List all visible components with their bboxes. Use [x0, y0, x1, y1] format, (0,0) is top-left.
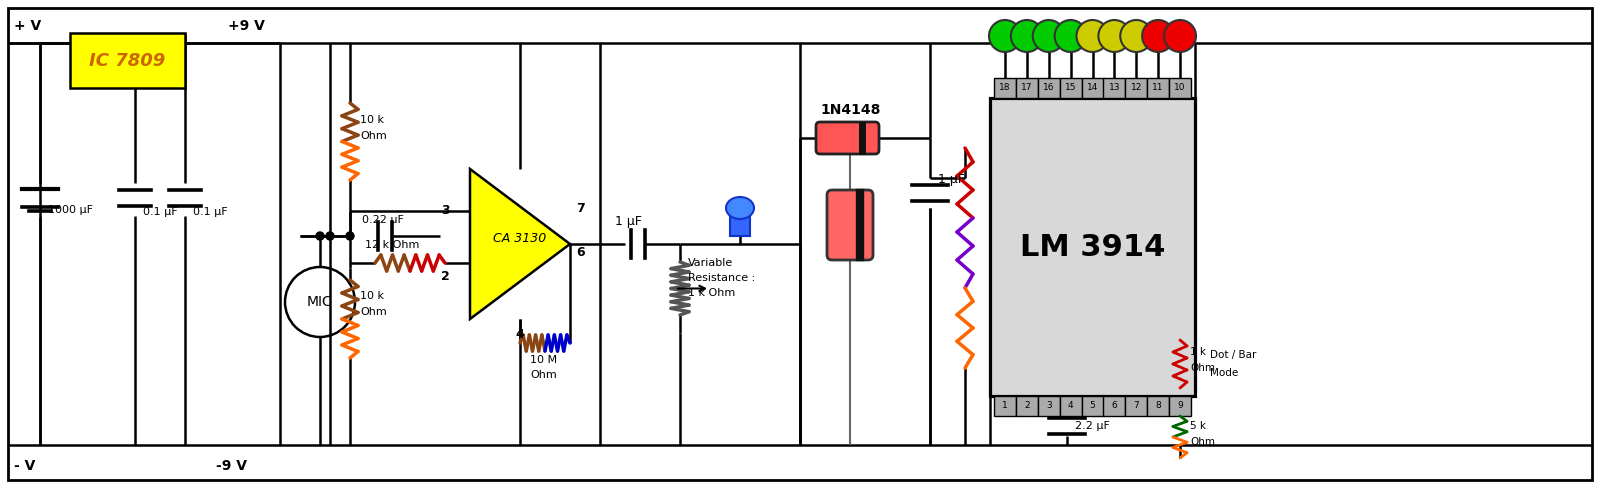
- Text: 1: 1: [1002, 402, 1008, 410]
- Text: + V: + V: [14, 19, 42, 33]
- Text: 3: 3: [442, 204, 450, 218]
- Bar: [1125, 396, 1147, 416]
- Bar: [730, 216, 750, 236]
- Polygon shape: [470, 169, 570, 319]
- Text: 5 k: 5 k: [1190, 421, 1206, 431]
- Circle shape: [1077, 20, 1109, 52]
- Bar: [990, 98, 1195, 396]
- Bar: [994, 396, 1016, 416]
- Text: 12: 12: [1131, 83, 1142, 93]
- Bar: [994, 78, 1016, 98]
- Text: 1 μF: 1 μF: [614, 216, 642, 228]
- Bar: [1104, 396, 1125, 416]
- Text: 4: 4: [515, 328, 525, 342]
- Circle shape: [1120, 20, 1152, 52]
- Text: LM 3914: LM 3914: [1019, 232, 1165, 262]
- Text: 1000 μF: 1000 μF: [48, 205, 93, 215]
- Text: 6: 6: [576, 245, 584, 259]
- Bar: [1016, 78, 1038, 98]
- Text: 7: 7: [1133, 402, 1139, 410]
- Text: 10: 10: [1174, 83, 1186, 93]
- Text: 10 k: 10 k: [360, 115, 384, 125]
- Text: 1N4148: 1N4148: [819, 103, 880, 117]
- Text: Ohm: Ohm: [1190, 363, 1214, 373]
- Text: Dot / Bar: Dot / Bar: [1210, 350, 1256, 360]
- Text: Resistance :: Resistance :: [688, 273, 755, 283]
- Bar: [1125, 78, 1147, 98]
- Circle shape: [326, 232, 334, 240]
- Bar: [1147, 396, 1170, 416]
- Text: -9 V: -9 V: [216, 459, 246, 473]
- Text: 0.1 μF: 0.1 μF: [194, 207, 227, 217]
- Text: 1 μF: 1 μF: [938, 174, 965, 186]
- Text: Mode: Mode: [1210, 368, 1238, 378]
- Bar: [1059, 396, 1082, 416]
- Circle shape: [1011, 20, 1043, 52]
- Text: 14: 14: [1086, 83, 1098, 93]
- Text: 10 k: 10 k: [360, 291, 384, 301]
- Circle shape: [1032, 20, 1064, 52]
- Bar: [1170, 78, 1190, 98]
- Text: Ohm: Ohm: [1190, 437, 1214, 447]
- Text: 15: 15: [1066, 83, 1077, 93]
- Bar: [1038, 78, 1059, 98]
- Text: +9 V: +9 V: [229, 19, 266, 33]
- Text: 16: 16: [1043, 83, 1054, 93]
- Text: 10 M: 10 M: [530, 355, 557, 365]
- Text: 11: 11: [1152, 83, 1163, 93]
- Text: 2: 2: [442, 270, 450, 284]
- Text: 2.2 μF: 2.2 μF: [1075, 421, 1110, 431]
- Text: 6: 6: [1112, 402, 1117, 410]
- Text: 3: 3: [1046, 402, 1051, 410]
- Text: 1 k Ohm: 1 k Ohm: [688, 288, 736, 298]
- Text: 7: 7: [576, 202, 584, 215]
- Bar: [1082, 78, 1104, 98]
- Circle shape: [1054, 20, 1086, 52]
- Text: 8: 8: [1155, 402, 1162, 410]
- Circle shape: [1165, 20, 1197, 52]
- FancyBboxPatch shape: [827, 190, 874, 260]
- Bar: [1147, 78, 1170, 98]
- Text: 1 k: 1 k: [1190, 347, 1206, 357]
- Text: 13: 13: [1109, 83, 1120, 93]
- Text: 0.22 uF: 0.22 uF: [362, 215, 403, 225]
- Text: 17: 17: [1021, 83, 1032, 93]
- Text: 2: 2: [1024, 402, 1030, 410]
- Bar: [1104, 78, 1125, 98]
- Text: CA 3130: CA 3130: [493, 232, 547, 245]
- Circle shape: [346, 232, 354, 240]
- Text: Variable: Variable: [688, 258, 733, 268]
- Text: 9: 9: [1178, 402, 1182, 410]
- Circle shape: [317, 232, 323, 240]
- Text: Ohm: Ohm: [360, 307, 387, 317]
- Circle shape: [989, 20, 1021, 52]
- Bar: [1059, 78, 1082, 98]
- Text: Ohm: Ohm: [360, 131, 387, 141]
- Text: 5: 5: [1090, 402, 1096, 410]
- Circle shape: [1098, 20, 1130, 52]
- Text: 18: 18: [1000, 83, 1011, 93]
- Text: - V: - V: [14, 459, 35, 473]
- Circle shape: [1142, 20, 1174, 52]
- Text: Ohm: Ohm: [530, 370, 557, 380]
- Bar: [1038, 396, 1059, 416]
- Bar: [1016, 396, 1038, 416]
- Text: MIC: MIC: [307, 295, 333, 309]
- Bar: [1170, 396, 1190, 416]
- Text: 0.1 μF: 0.1 μF: [142, 207, 178, 217]
- Bar: [70, 33, 186, 88]
- Text: 4: 4: [1067, 402, 1074, 410]
- Bar: [1082, 396, 1104, 416]
- Text: 12 k Ohm: 12 k Ohm: [365, 240, 419, 250]
- FancyBboxPatch shape: [816, 122, 878, 154]
- Text: IC 7809: IC 7809: [90, 52, 166, 69]
- Ellipse shape: [726, 197, 754, 219]
